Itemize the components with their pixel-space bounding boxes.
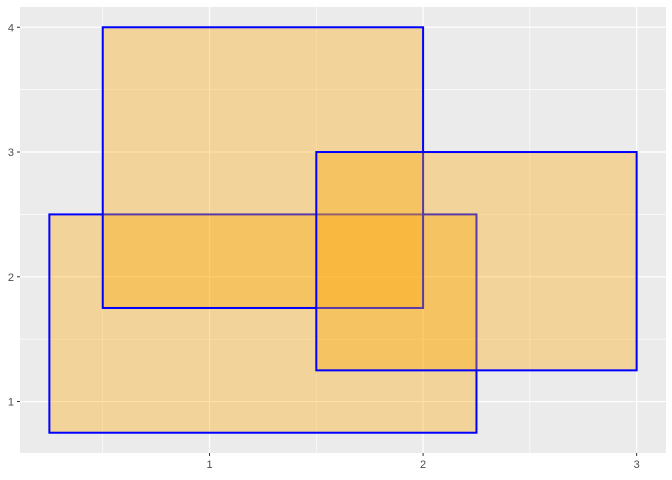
x-axis: 1 2 3 (206, 453, 640, 471)
y-tick-label: 2 (8, 272, 14, 284)
x-tick-label: 2 (420, 459, 426, 471)
y-tick-label: 4 (8, 22, 14, 34)
rectangles-layer (48, 26, 638, 434)
x-tick-label: 1 (206, 459, 212, 471)
data-rect (315, 151, 638, 372)
y-axis: 1 2 3 4 (8, 22, 20, 409)
x-tick-label: 3 (634, 459, 640, 471)
y-tick-label: 3 (8, 147, 14, 159)
y-tick-label: 1 (8, 397, 14, 409)
panel-background (20, 7, 666, 453)
data-rect (48, 213, 478, 434)
data-rect (101, 26, 425, 309)
